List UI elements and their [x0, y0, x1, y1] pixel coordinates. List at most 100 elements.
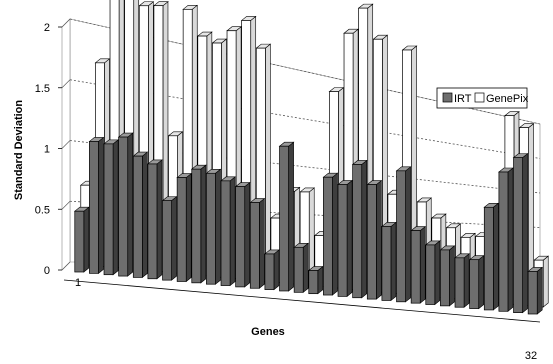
y-tick-label: 0.5 — [35, 204, 50, 216]
bar-irt-10-side — [215, 168, 221, 285]
bar-irt-8-face — [176, 177, 187, 282]
bar-irt-14-face — [264, 253, 275, 290]
bar-irt-7-side — [171, 195, 177, 281]
bar-irt-1 — [73, 206, 90, 273]
bar-irt-5-face — [132, 155, 143, 278]
legend-swatch-genepix — [474, 92, 485, 103]
bar-irt-21-side — [376, 179, 382, 300]
bar-irt-1-side — [83, 206, 90, 273]
bar-irt-9-side — [200, 164, 207, 284]
bar-irt-22 — [381, 221, 397, 302]
bar-irt-17-face — [308, 270, 319, 295]
legend-swatch-irt — [442, 92, 453, 103]
bar-irt-25-side — [434, 240, 441, 306]
bar-irt-4-face — [118, 136, 129, 277]
bar-irt-12-face — [235, 186, 246, 288]
bar-irt-10-face — [206, 172, 216, 285]
bar-irt-27-side — [463, 253, 470, 308]
bar-irt-20-side — [361, 159, 368, 299]
bar-irt-11-side — [229, 176, 236, 287]
bar-irt-24-face — [410, 230, 421, 304]
legend-label-irt: IRT — [454, 93, 472, 105]
bar-irt-2-face — [89, 141, 99, 274]
bar-irt-16 — [293, 242, 310, 293]
bar-irt-3-face — [103, 143, 114, 276]
bar-irt-29 — [483, 202, 500, 311]
bar-irt-3 — [103, 139, 119, 276]
bar-irt-23-side — [405, 166, 411, 303]
bar-irt-18-face — [323, 176, 333, 296]
x-axis-line — [63, 279, 541, 323]
bar-irt-24 — [410, 225, 427, 304]
bar-irt-16-face — [293, 246, 304, 293]
bar-irt-18 — [322, 172, 339, 296]
x-tick-label-first: 1 — [75, 277, 81, 289]
bar-irt-9-face — [191, 168, 202, 284]
bar-irt-5-side — [142, 151, 148, 279]
gridline-side — [61, 79, 71, 88]
bar-irt-15-side — [288, 141, 294, 292]
bar-irt-30-face — [498, 171, 509, 312]
bar-irt-7-face — [162, 200, 172, 281]
bar-irt-11-face — [220, 180, 231, 286]
bar-irt-12-side — [244, 181, 251, 288]
bar-irt-26-side — [449, 245, 455, 307]
bar-irt-5 — [132, 151, 149, 279]
bar-irt-15-face — [279, 145, 289, 292]
gridline — [69, 200, 541, 228]
bar-irt-6 — [147, 159, 163, 280]
y-tick-label: 1 — [44, 144, 50, 156]
gridline — [69, 140, 541, 194]
bar-irt-15 — [278, 141, 295, 292]
bar-irt-27 — [454, 253, 470, 308]
bar-irt-6-face — [147, 163, 158, 280]
bar-irt-3-side — [112, 139, 119, 276]
y-tick-label: 1.5 — [35, 83, 50, 95]
bar-irt-30-side — [507, 167, 514, 312]
bar-irt-20-face — [352, 164, 363, 299]
bar-irt-23 — [395, 166, 412, 303]
bar-irt-13-face — [249, 202, 260, 289]
bar-irt-25-face — [425, 244, 436, 305]
bar-irt-22-side — [390, 221, 397, 302]
y-axis-title: Standard Deviation — [13, 100, 25, 201]
bar-irt-29-face — [483, 206, 494, 311]
bar-irt-4-side — [127, 132, 134, 277]
y-tick-label: 2 — [44, 22, 50, 34]
bar-irt-17 — [307, 265, 324, 295]
bar-irt-31-side — [522, 152, 528, 314]
bar-irt-19-side — [346, 179, 353, 298]
bar-irt-8 — [176, 172, 193, 283]
x-axis-title: Genes — [251, 326, 285, 338]
bar-genepix-13-side — [265, 43, 271, 282]
bar-genepix-32-side — [542, 255, 549, 308]
gridline-side — [61, 261, 71, 271]
bar-irt-4 — [117, 132, 134, 277]
bar-irt-28-face — [469, 259, 480, 309]
bar-irt-32 — [527, 266, 544, 315]
bar-irt-21-face — [366, 184, 377, 300]
gridline — [69, 79, 541, 159]
legend-label-genepix: GenePix — [486, 93, 529, 105]
gridline-side — [61, 18, 71, 28]
x-tick-label-last: 32 — [525, 350, 537, 362]
bar-irt-14-side — [273, 249, 280, 291]
bar-irt-29-side — [493, 202, 499, 311]
legend: IRT GenePix — [436, 87, 529, 109]
bar-irt-21 — [366, 179, 383, 300]
gridline-side — [61, 201, 71, 210]
bar-irt-17-side — [317, 265, 324, 295]
bar-irt-23-face — [396, 170, 406, 303]
y-tick-label: 0 — [44, 265, 50, 277]
bar-irt-11 — [220, 176, 236, 287]
bar-irt-13 — [249, 197, 266, 289]
bar-irt-26-face — [440, 249, 450, 307]
bar-irt-31 — [512, 152, 529, 314]
bar-irt-18-side — [332, 172, 338, 296]
bar-irt-19-face — [337, 184, 348, 297]
bar-irt-28 — [468, 255, 485, 310]
bars — [73, 0, 550, 315]
bar-irt-8-side — [185, 172, 192, 283]
gridline-side — [61, 140, 71, 149]
